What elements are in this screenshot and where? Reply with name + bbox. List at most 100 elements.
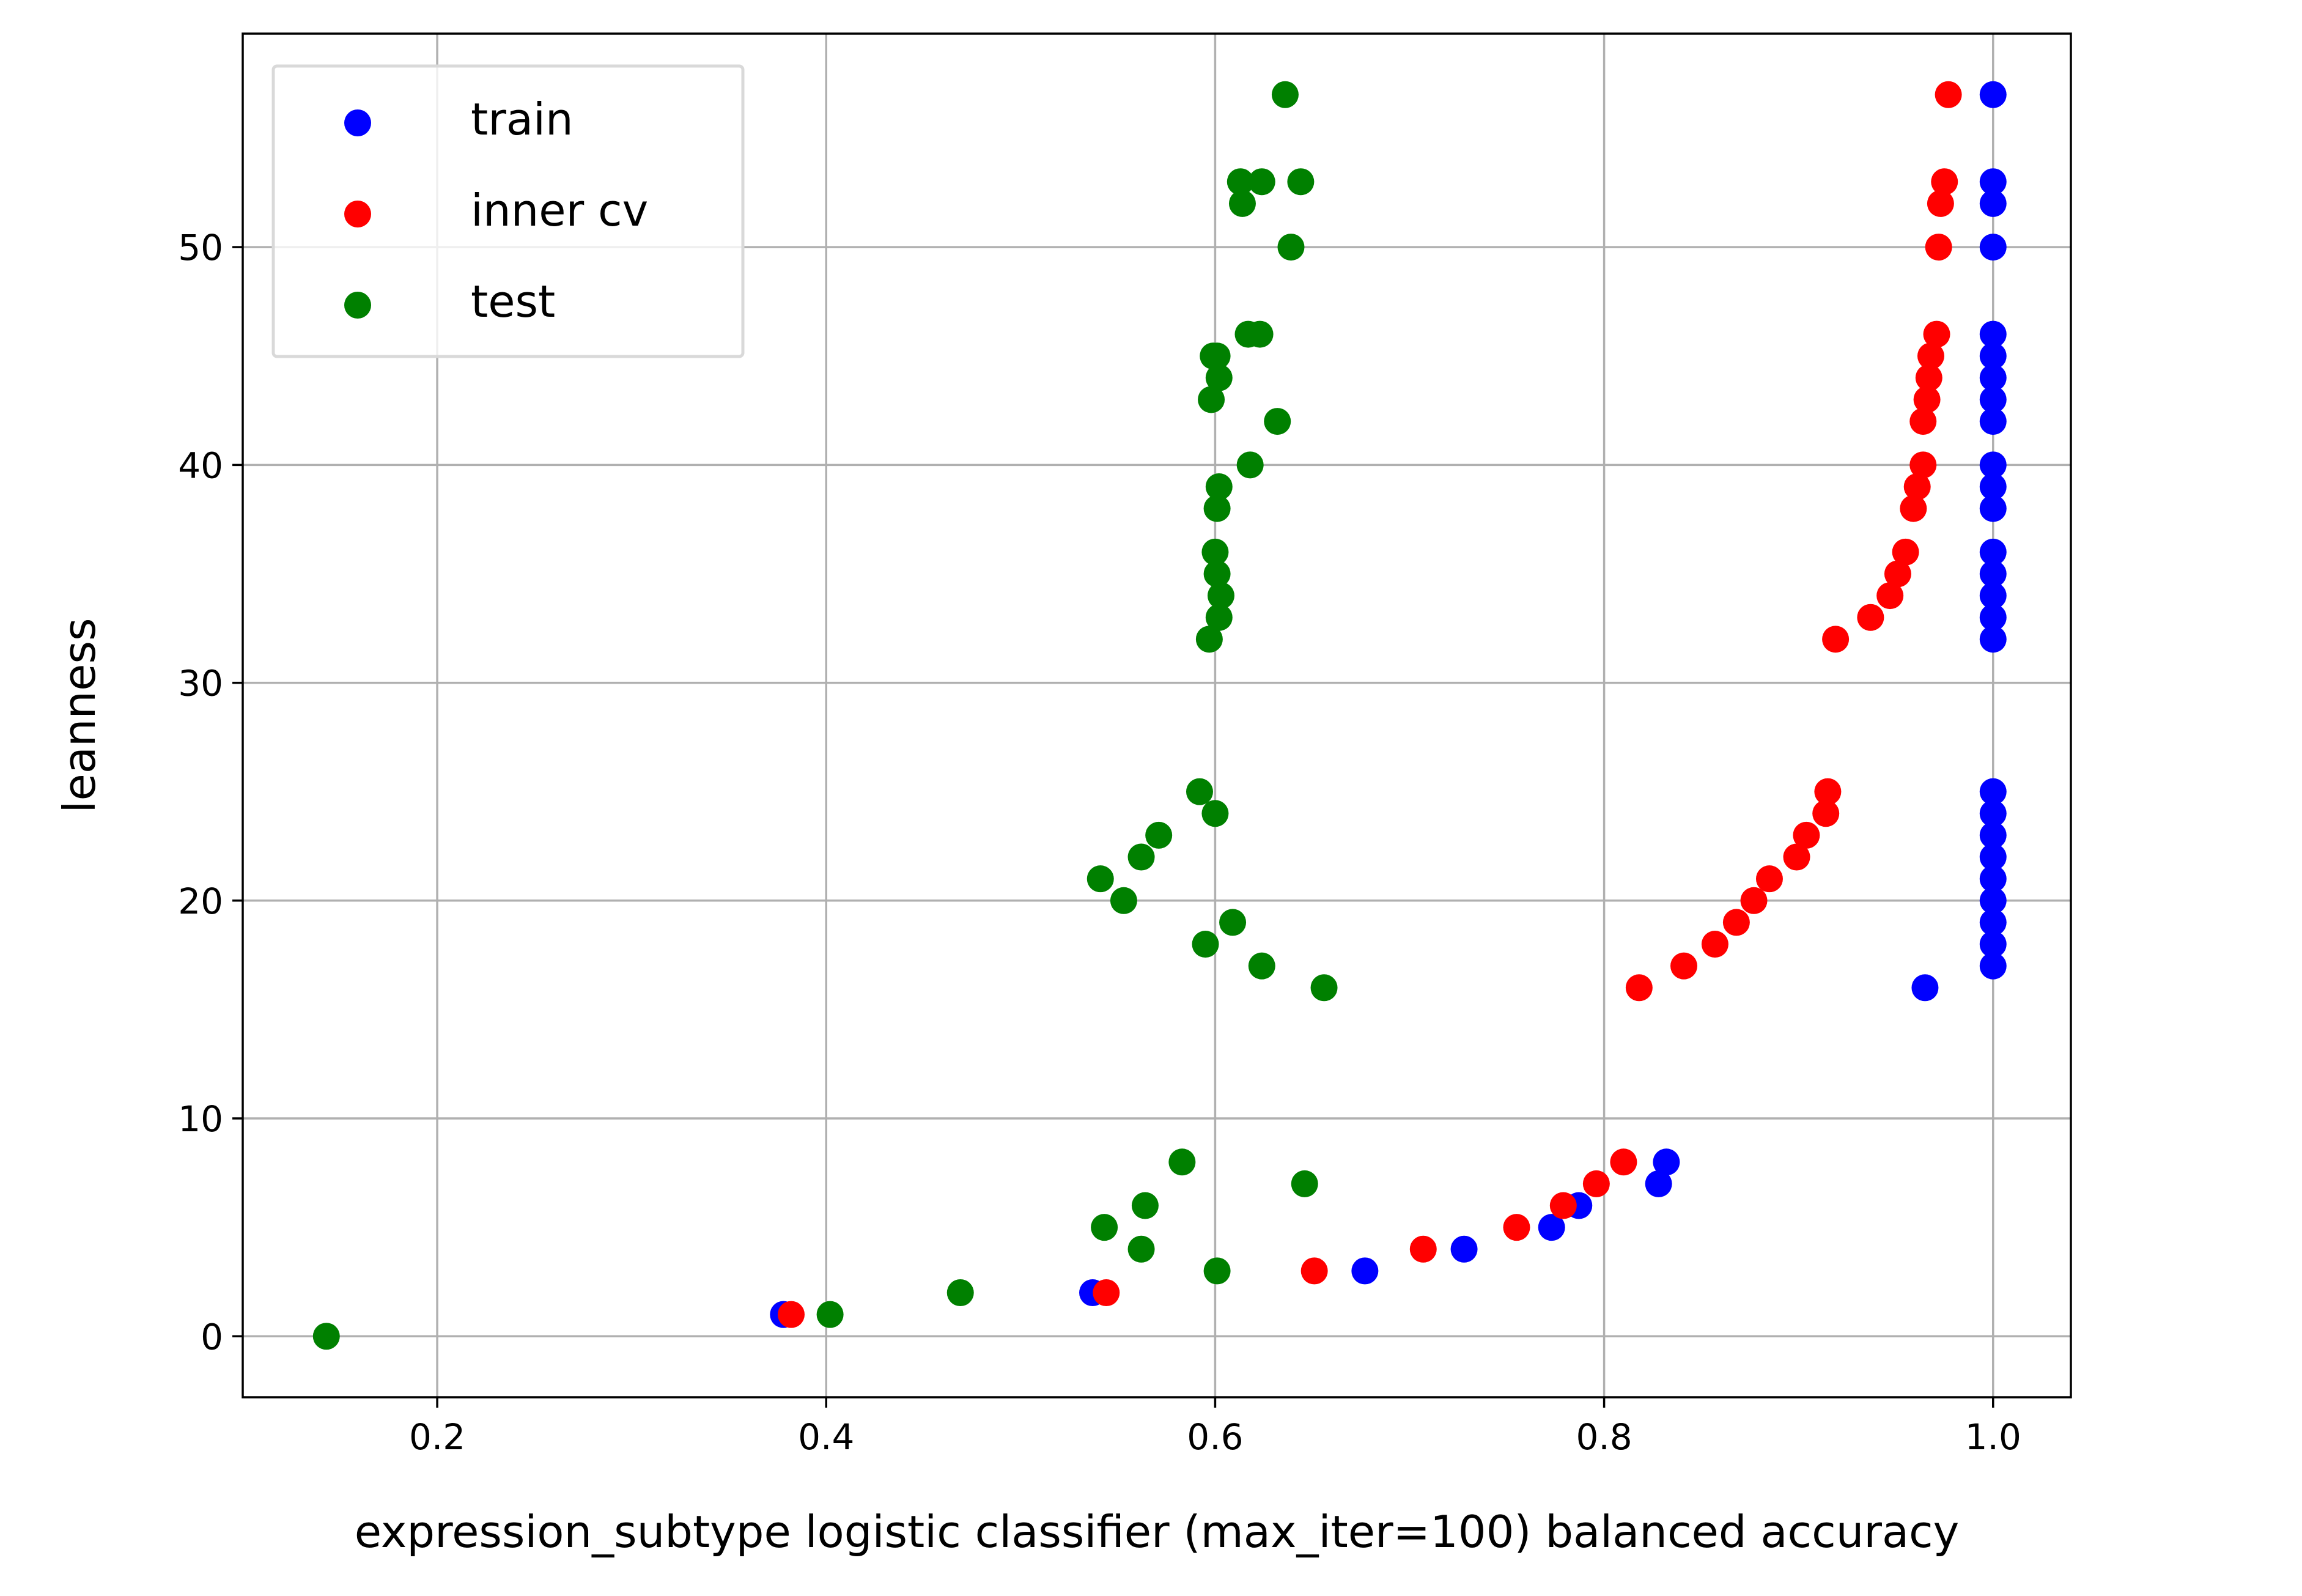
point-test — [1264, 408, 1291, 435]
y-tick-label: 0 — [201, 1316, 223, 1358]
point-train — [1653, 1148, 1680, 1176]
point-test — [1131, 1192, 1159, 1219]
point-inner-cv — [1876, 582, 1904, 610]
point-inner-cv — [1923, 320, 1950, 348]
point-train — [1979, 386, 2007, 413]
point-test — [1203, 495, 1231, 522]
point-inner-cv — [1300, 1257, 1328, 1285]
point-train — [1351, 1257, 1379, 1285]
point-test — [1228, 190, 1256, 217]
legend-label: train — [471, 94, 574, 145]
point-train — [1979, 778, 2007, 805]
axis-ticks: 0.2 0.4 0.6 0.8 1.0 0 10 20 30 40 50 — [178, 227, 2021, 1458]
point-test — [1287, 168, 1315, 196]
point-inner-cv — [1812, 800, 1840, 827]
point-test — [312, 1323, 340, 1350]
point-test — [1127, 1235, 1155, 1263]
x-tick-label: 0.4 — [798, 1416, 854, 1458]
point-train — [1979, 582, 2007, 610]
point-test — [946, 1279, 974, 1307]
point-test — [1145, 821, 1173, 849]
y-tick-label: 50 — [178, 227, 223, 268]
point-test — [1205, 364, 1233, 391]
point-test — [1192, 931, 1219, 958]
y-tick-label: 30 — [178, 663, 223, 704]
point-test — [1203, 342, 1231, 370]
point-inner-cv — [1701, 931, 1728, 958]
point-test — [1203, 560, 1231, 588]
point-train — [1979, 931, 2007, 958]
point-test — [1248, 952, 1275, 980]
legend-marker-inner-cv — [344, 201, 371, 227]
point-inner-cv — [1900, 495, 1927, 522]
point-train — [1979, 538, 2007, 566]
point-inner-cv — [1549, 1192, 1577, 1219]
legend-label: inner cv — [471, 185, 648, 236]
point-train — [1979, 451, 2007, 479]
point-inner-cv — [1913, 386, 1941, 413]
point-train — [1979, 495, 2007, 522]
point-inner-cv — [1903, 473, 1931, 500]
point-train — [1979, 473, 2007, 500]
data-points — [312, 81, 2007, 1350]
point-test — [1227, 168, 1254, 196]
point-train — [1979, 821, 2007, 849]
point-inner-cv — [1857, 604, 1884, 631]
point-train — [1979, 887, 2007, 914]
point-inner-cv — [1722, 909, 1750, 936]
point-inner-cv — [1909, 451, 1937, 479]
point-test — [1110, 887, 1137, 914]
point-test — [816, 1301, 844, 1328]
point-inner-cv — [1793, 821, 1820, 849]
point-inner-cv — [1093, 1279, 1120, 1307]
point-test — [1086, 865, 1114, 893]
point-inner-cv — [1582, 1170, 1610, 1197]
point-test — [1310, 974, 1338, 1002]
x-tick-label: 1.0 — [1965, 1416, 2021, 1458]
point-train — [1979, 364, 2007, 391]
point-inner-cv — [1917, 342, 1944, 370]
point-inner-cv — [1925, 234, 1952, 261]
point-test — [1186, 778, 1213, 805]
point-test — [1291, 1170, 1318, 1197]
point-test — [1091, 1214, 1118, 1241]
point-test — [1248, 168, 1275, 196]
y-axis-title: leanness — [54, 618, 105, 813]
point-test — [1271, 81, 1299, 108]
point-inner-cv — [1755, 865, 1783, 893]
point-train — [1911, 974, 1939, 1002]
point-test — [1195, 626, 1223, 653]
legend-marker-train — [344, 109, 371, 136]
point-train — [1979, 560, 2007, 588]
point-test — [1246, 320, 1274, 348]
point-test — [1205, 604, 1233, 631]
point-test — [1201, 538, 1229, 566]
point-train — [1538, 1214, 1565, 1241]
point-train — [1979, 952, 2007, 980]
x-axis-title: expression_subtype logistic classifier (… — [355, 1506, 1960, 1557]
point-inner-cv — [778, 1301, 805, 1328]
y-tick-label: 40 — [178, 445, 223, 486]
point-test — [1207, 582, 1234, 610]
point-train — [1979, 843, 2007, 871]
point-inner-cv — [1884, 560, 1911, 588]
point-inner-cv — [1503, 1214, 1530, 1241]
point-inner-cv — [1822, 626, 1850, 653]
point-test — [1236, 451, 1264, 479]
point-inner-cv — [1610, 1148, 1637, 1176]
point-inner-cv — [1935, 81, 1962, 108]
point-train — [1979, 626, 2007, 653]
point-train — [1979, 320, 2007, 348]
point-test — [1219, 909, 1247, 936]
point-inner-cv — [1814, 778, 1842, 805]
point-train — [1979, 190, 2007, 217]
point-test — [1277, 234, 1305, 261]
point-inner-cv — [1783, 843, 1810, 871]
y-tick-label: 20 — [178, 881, 223, 922]
point-train — [1645, 1170, 1672, 1197]
x-tick-label: 0.6 — [1187, 1416, 1243, 1458]
legend-label: test — [471, 276, 555, 327]
point-train — [1979, 168, 2007, 196]
point-inner-cv — [1409, 1235, 1437, 1263]
